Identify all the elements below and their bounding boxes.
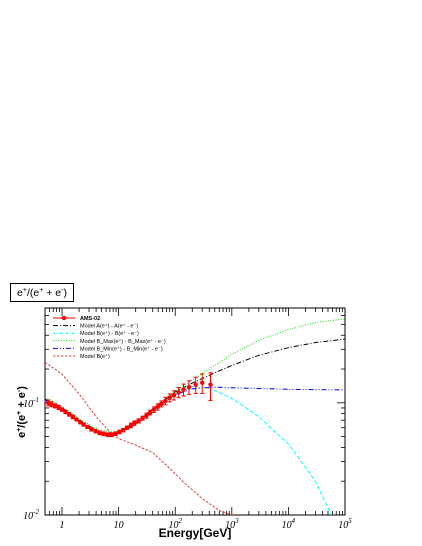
- data-point: [97, 430, 102, 436]
- series-line-model_bpos: [45, 361, 233, 515]
- series-line-model_bmax: [45, 318, 345, 433]
- x-tick-label: 104: [282, 517, 296, 531]
- y-tick-label: 10-1: [23, 396, 39, 410]
- legend-label: AMS-02: [80, 316, 100, 322]
- data-point: [176, 390, 181, 395]
- data-point: [120, 427, 126, 433]
- y-axis-title: e+/(e+ + e-): [16, 386, 28, 438]
- data-point: [49, 402, 54, 407]
- data-point: [78, 420, 83, 425]
- legend-label: Model A(e⁺) - A(e⁺ - e⁻): [80, 323, 138, 330]
- data-point: [132, 420, 137, 426]
- data-point: [144, 413, 149, 418]
- data-point: [93, 428, 98, 434]
- y-tick-label: 10-2: [23, 508, 39, 522]
- data-point: [85, 424, 90, 430]
- data-point: [101, 431, 106, 436]
- legend-item-model_a: Model A(e⁺) - A(e⁺ - e⁻): [53, 323, 138, 330]
- legend-item-ams02: AMS-02: [53, 315, 100, 322]
- legend-item-model_bmax: Model B_Max(e⁺) - B_Max(e⁺ - e⁻): [53, 338, 166, 345]
- legend-label: Model B(e⁺) - B(e⁺ - e⁻): [80, 330, 139, 337]
- data-point: [155, 404, 160, 410]
- plot-frame: [44, 307, 346, 516]
- data-point: [81, 422, 86, 427]
- data-point: [147, 410, 153, 415]
- data-point: [105, 432, 110, 437]
- data-point: [140, 415, 145, 421]
- data-point: [117, 429, 122, 435]
- data-point: [171, 392, 177, 398]
- series-layer: [45, 318, 345, 515]
- data-point: [70, 414, 76, 420]
- legend-marker: [61, 315, 67, 321]
- legend-item-model_b: Model B(e⁺) - B(e⁺ - e⁻): [53, 330, 139, 337]
- legend-item-model_bpos: Model B(e⁺): [53, 353, 110, 360]
- x-axis-title: Energy[GeV]: [159, 526, 232, 540]
- x-tick-label: 105: [338, 517, 352, 531]
- legend-label: Model B_Max(e⁺) - B_Max(e⁺ - e⁻): [80, 338, 166, 345]
- data-point: [74, 417, 79, 422]
- data-point: [109, 432, 114, 437]
- data-point: [56, 405, 61, 410]
- data-point: [128, 423, 134, 428]
- data-point: [159, 401, 164, 406]
- series-ams02: [46, 372, 213, 438]
- data-point: [208, 382, 213, 387]
- data-point: [200, 380, 205, 385]
- data-point: [66, 412, 72, 417]
- data-point: [167, 395, 172, 400]
- data-point: [181, 387, 186, 392]
- data-point: [193, 382, 198, 387]
- x-tick-label: 10: [114, 520, 124, 531]
- legend-label: Model B_Min(e⁺) - B_Min(e⁺ - e⁻): [80, 345, 163, 352]
- legend-item-model_bmin: Model B_Min(e⁺) - B_Min(e⁺ - e⁻): [53, 345, 163, 352]
- x-tick-label: 1: [60, 520, 65, 531]
- svg-text:e+/(e+ + e-): e+/(e+ + e-): [16, 386, 28, 438]
- data-point: [151, 407, 157, 412]
- data-point: [89, 427, 94, 432]
- data-point: [63, 409, 68, 415]
- x-tick-labels: 1 10 102 103 104 105: [60, 517, 353, 531]
- y-tick-labels: 10-2 10-1: [23, 396, 39, 522]
- x-tick-label: 102: [168, 517, 182, 531]
- data-point: [163, 398, 168, 404]
- legend-label: Model B(e⁺): [80, 353, 110, 360]
- data-point: [124, 425, 130, 430]
- data-point: [59, 407, 65, 412]
- data-point: [136, 418, 141, 424]
- data-point: [186, 384, 192, 390]
- data-point: [113, 431, 118, 436]
- x-tick-label: 103: [225, 517, 239, 531]
- chart-title: e+/(e+ + e-): [10, 283, 74, 302]
- axis-ticks: [44, 308, 346, 516]
- data-point: [52, 403, 58, 409]
